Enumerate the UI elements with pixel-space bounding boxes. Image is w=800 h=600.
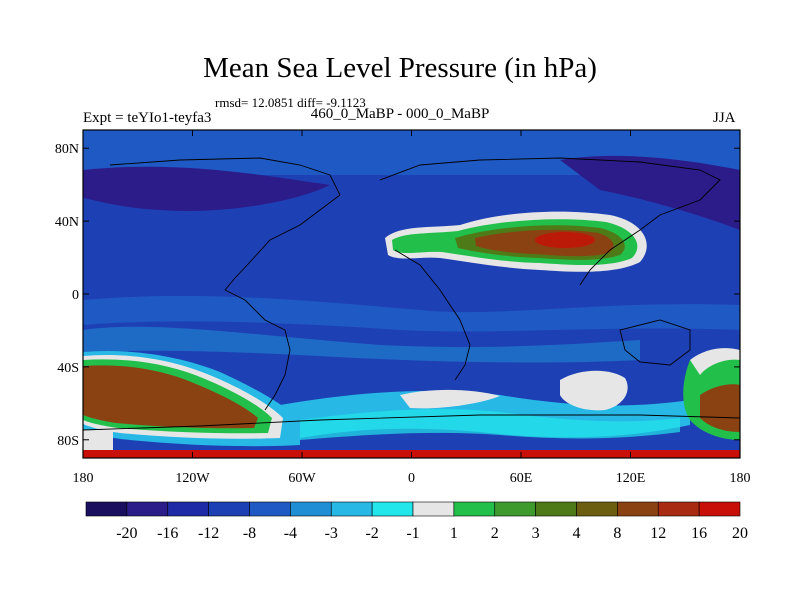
africa-outline: [394, 249, 471, 381]
colorbar-label: -3: [325, 525, 338, 542]
colorbar-swatch: [85, 501, 128, 517]
colorbar-label: -2: [365, 525, 378, 542]
field-asia-core: [535, 232, 595, 248]
field-north-low-west: [83, 166, 330, 211]
field-south-east-brown: [700, 384, 740, 432]
colorbar-swatch: [126, 501, 169, 517]
field-south-central-white: [560, 370, 628, 411]
y-tick-label: 40S: [57, 361, 79, 376]
field-south-east-halo: [690, 348, 740, 375]
field-south-pole-white: [83, 430, 113, 450]
colorbar-swatch: [208, 501, 250, 517]
colorbar-label: 2: [491, 525, 499, 542]
y-tick-label: 0: [72, 288, 79, 303]
chart-title: Mean Sea Level Pressure (in hPa): [203, 52, 597, 84]
antarctica-outline: [83, 414, 740, 431]
colorbar-label: -12: [198, 525, 219, 542]
pressure-field: [83, 130, 740, 458]
experiment-label: Expt = teYIo1-teyfa3: [83, 110, 212, 126]
colorbar-swatch: [249, 501, 291, 517]
x-tick-label: 180: [730, 471, 751, 486]
colorbar-swatch: [494, 501, 536, 517]
colorbar-label: 4: [573, 525, 581, 542]
eurasia-outline: [379, 157, 721, 286]
colorbar-swatch: [412, 501, 455, 517]
colorbar-label: 1: [450, 525, 458, 542]
x-tick-label: 0: [408, 471, 415, 486]
y-tick-label: 80N: [55, 142, 79, 157]
australia-outline: [619, 319, 691, 366]
stats-line: rmsd= 12.0851 diff= -9.1123: [215, 95, 366, 110]
colorbar-label: -4: [284, 525, 297, 542]
colorbar-swatch: [535, 501, 577, 517]
x-tick-label: 120E: [616, 471, 646, 486]
colorbar-label: -20: [116, 525, 137, 542]
colorbar-swatch: [657, 501, 700, 517]
field-south-west-brown: [83, 365, 258, 429]
north-america-outline: [109, 157, 341, 291]
colorbar-label: 8: [613, 525, 621, 542]
field-south-band-light: [300, 409, 680, 440]
x-tick-label: 120W: [175, 471, 210, 486]
colorbar-swatch: [617, 501, 659, 517]
field-north-low-east: [560, 155, 740, 230]
colorbar-label: -8: [243, 525, 256, 542]
field-south-streak: [400, 389, 500, 409]
continent-outlines: [83, 157, 740, 431]
x-tick-label: 60E: [510, 471, 533, 486]
colorbar-label: 20: [732, 525, 748, 542]
south-america-outline: [224, 289, 291, 411]
colorbar-swatch: [330, 501, 373, 517]
colorbar-swatch: [371, 501, 414, 517]
colorbar-label: 12: [650, 525, 666, 542]
x-tick-label: 60W: [288, 471, 316, 486]
colorbar-swatch: [576, 501, 618, 517]
x-axis: 180 120W 60W 0 60E 120E 180: [73, 130, 751, 486]
colorbar-swatch: [453, 501, 496, 517]
field-south-tropics: [83, 326, 640, 363]
colorbar-label: -1: [406, 525, 419, 542]
colorbar-label: -16: [157, 525, 178, 542]
colorbar-label: 16: [691, 525, 707, 542]
field-tropics: [83, 295, 740, 332]
colorbar: -20 -16 -12 -8 -4 -3 -2 -1 1 2 3 4 8 12 16 20: [85, 501, 748, 542]
y-axis: 80N 40N 0 40S 80S: [55, 142, 740, 449]
y-tick-label: 40N: [55, 215, 79, 230]
y-tick-label: 80S: [57, 434, 79, 449]
colorbar-swatch: [290, 501, 332, 517]
x-tick-label: 180: [73, 471, 94, 486]
colorbar-swatch: [167, 501, 209, 517]
comparison-label: 460_0_MaBP - 000_0_MaBP: [310, 106, 490, 122]
colorbar-swatch: [698, 501, 741, 517]
season-label: JJA: [713, 110, 736, 126]
colorbar-label: 3: [532, 525, 540, 542]
